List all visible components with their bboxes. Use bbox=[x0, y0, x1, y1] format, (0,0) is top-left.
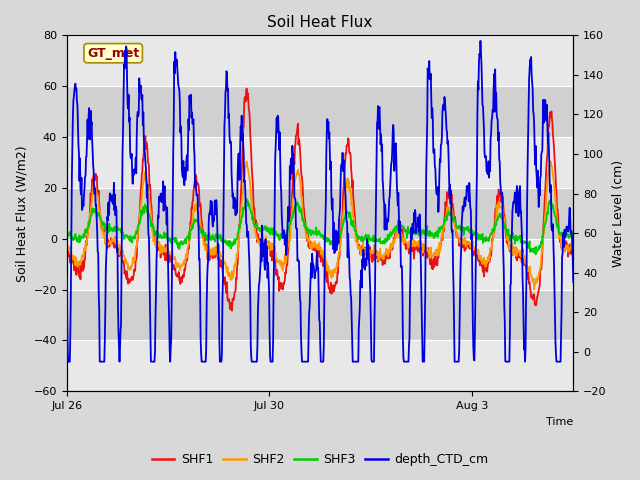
Bar bbox=[67, 188, 573, 239]
Bar bbox=[67, 340, 573, 391]
Bar bbox=[67, 137, 573, 188]
Bar bbox=[67, 239, 573, 289]
Y-axis label: Soil Heat Flux (W/m2): Soil Heat Flux (W/m2) bbox=[15, 145, 28, 282]
Bar bbox=[67, 86, 573, 137]
Bar bbox=[67, 289, 573, 340]
X-axis label: Time: Time bbox=[546, 417, 573, 427]
Y-axis label: Water Level (cm): Water Level (cm) bbox=[612, 160, 625, 267]
Text: GT_met: GT_met bbox=[87, 47, 140, 60]
Title: Soil Heat Flux: Soil Heat Flux bbox=[268, 15, 372, 30]
Legend: SHF1, SHF2, SHF3, depth_CTD_cm: SHF1, SHF2, SHF3, depth_CTD_cm bbox=[147, 448, 493, 471]
Bar bbox=[67, 36, 573, 86]
